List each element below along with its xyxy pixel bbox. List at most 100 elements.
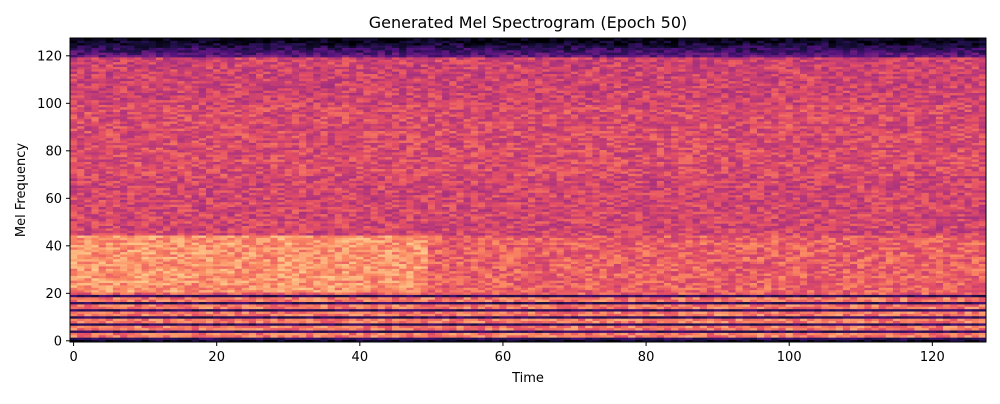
spectrogram-cell [392,330,400,333]
spectrogram-cell [356,313,364,317]
spectrogram-cell [356,315,364,319]
spectrogram-cell [714,304,722,307]
spectrogram-cell [649,301,658,305]
spectrogram-cell [427,334,436,338]
spectrogram-cell [427,268,436,272]
spectrogram-cell [785,287,794,291]
spectrogram-cell [98,268,107,272]
spectrogram-cell [921,323,930,326]
spectrogram-cell [857,325,865,329]
spectrogram-cell [671,256,679,260]
spectrogram-cell [392,256,400,260]
spectrogram-cell [127,266,135,269]
spectrogram-cell [148,280,157,284]
spectrogram-cell [578,296,586,300]
spectrogram-cell [506,308,515,312]
spectrogram-cell [799,304,808,307]
spectrogram-cell [570,320,579,324]
spectrogram-cell [900,289,908,293]
spectrogram-cell [449,330,457,333]
spectrogram-cell [205,268,214,272]
spectrogram-cell [241,287,250,291]
spectrogram-cell [163,261,171,265]
spectrogram-cell [442,299,450,303]
spectrogram-cell [91,263,100,267]
spectrogram-cell [649,296,658,300]
spectrogram-cell [549,254,558,257]
spectrogram-cell [327,306,336,310]
spectrogram-cell [706,308,715,312]
spectrogram-cell [549,306,558,310]
spectrogram-cell [434,313,443,317]
spectrogram-cell [764,304,772,307]
spectrogram-cell [613,289,622,293]
spectrogram-cell [384,327,393,331]
spectrogram-cell [978,270,987,274]
spectrogram-cell [84,320,92,324]
spectrogram-cell [900,323,908,326]
spectrogram-cell [284,289,293,293]
spectrogram-cell [807,320,815,324]
spectrogram-cell [234,337,243,341]
spectrogram-cell [950,251,958,255]
spectrogram-cell [370,308,379,312]
spectrogram-cell [163,299,171,303]
spectrogram-cell [621,280,629,284]
spectrogram-cell [900,249,908,253]
spectrogram-cell [485,294,493,298]
spectrogram-cell [384,294,393,298]
spectrogram-cell [764,289,772,293]
spectrogram-cell [828,270,837,274]
spectrogram-cell [91,301,100,305]
spectrogram-cell [363,320,371,324]
spectrogram-cell [828,313,837,317]
spectrogram-cell [950,285,958,288]
spectrogram-cell [900,268,908,272]
spectrogram-cell [757,277,765,281]
spectrogram-cell [463,299,472,303]
spectrogram-cell [735,304,744,307]
spectrogram-cell [256,320,264,324]
spectrogram-cell [334,285,343,288]
spectrogram-cell [635,275,643,279]
spectrogram-cell [341,289,350,293]
spectrogram-cell [871,280,880,284]
spectrogram-cell [392,268,400,272]
spectrogram-cell [678,282,686,286]
spectrogram-cell [950,327,958,331]
spectrogram-cell [341,334,350,338]
spectrogram-cell [184,282,193,286]
spectrogram-cell [91,261,100,265]
spectrogram-cell [978,332,987,336]
spectrogram-cell [320,261,329,265]
spectrogram-cell [528,251,536,255]
spectrogram-cell [835,249,844,253]
spectrogram-cell [964,337,973,341]
spectrogram-cell [112,287,121,291]
spectrogram-cell [456,251,464,255]
spectrogram-cell [563,334,572,338]
spectrogram-cell [757,268,765,272]
spectrogram-cell [885,263,894,267]
spectrogram-cell [556,277,565,281]
spectrogram-cell [835,258,844,262]
spectrogram-cell [341,299,350,303]
spectrogram-cell [957,261,965,265]
spectrogram-cell [857,294,865,298]
spectrogram-cell [134,289,142,293]
spectrogram-cell [134,294,142,298]
spectrogram-cell [291,258,300,262]
spectrogram-cell [413,299,422,303]
spectrogram-cell [377,287,386,291]
spectrogram-cell [964,339,973,343]
spectrogram-cell [935,277,944,281]
spectrogram-cell [155,299,164,303]
spectrogram-cell [299,292,307,295]
spectrogram-cell [520,308,529,312]
spectrogram-cell [84,323,92,326]
spectrogram-cell [399,258,407,262]
spectrogram-cell [721,318,729,322]
spectrogram-cell [828,263,837,267]
spectrogram-cell [334,301,343,305]
spectrogram-cell [263,306,271,310]
